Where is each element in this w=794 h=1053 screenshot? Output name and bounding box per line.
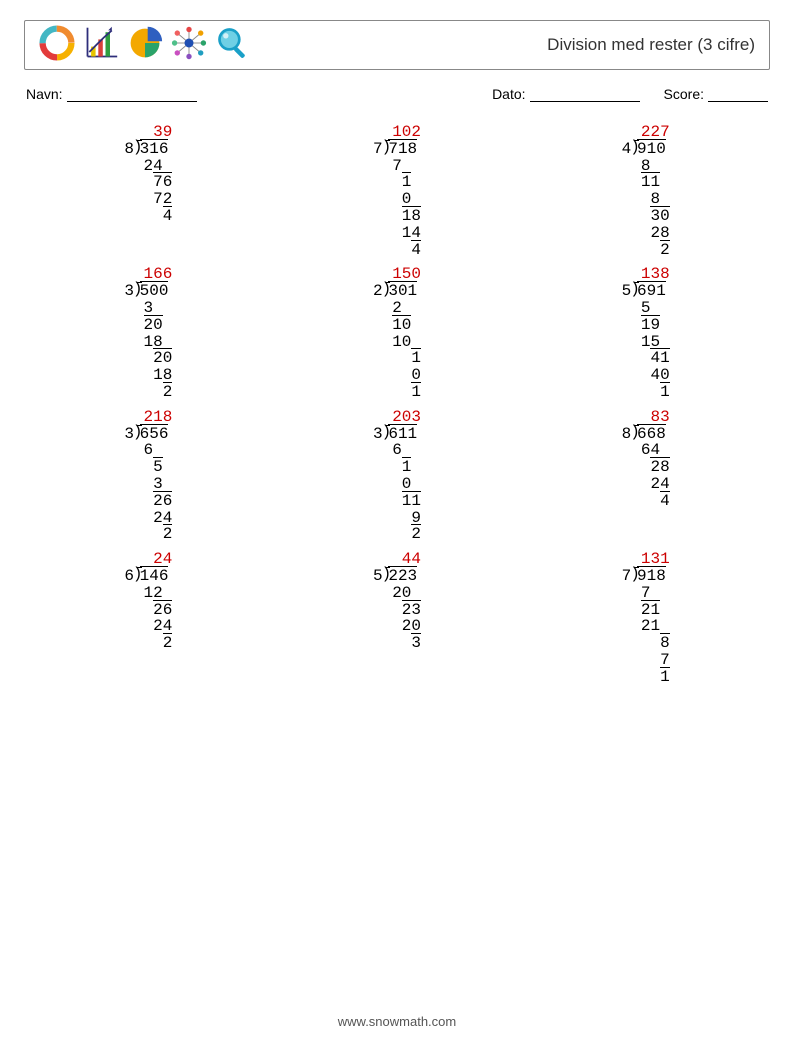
- work-line: 1: [373, 174, 421, 191]
- divisor-dividend: 7 718: [373, 141, 421, 158]
- work-line: 2: [124, 526, 172, 543]
- problems-grid: 398 316 24 76 72 4 1027 718 7 1 0 18 14 …: [24, 120, 770, 690]
- work-line: 11: [622, 174, 670, 191]
- work-line: 11: [373, 493, 421, 510]
- work-line: 23: [373, 602, 421, 619]
- meta-line: Navn: Dato: Score:: [24, 86, 770, 102]
- name-field: Navn:: [26, 86, 197, 102]
- work-line: 2: [622, 242, 670, 259]
- score-field: Score:: [664, 86, 768, 102]
- divisor-dividend: 8 668: [622, 426, 670, 443]
- work-line: 41: [622, 350, 670, 367]
- divisor-dividend: 6 146: [124, 568, 172, 585]
- work-line: 10: [373, 317, 421, 334]
- work-line: 1: [373, 459, 421, 476]
- division-problem: 2033 611 6 1 0 11 9 2: [273, 405, 522, 547]
- division-problem: 445 223 20 23 20 3: [273, 547, 522, 689]
- work-line: 30: [622, 208, 670, 225]
- division-problem: 246 146 12 26 24 2: [24, 547, 273, 689]
- work-line: 21: [622, 602, 670, 619]
- division-problem: 838 668 64 28 24 4: [521, 405, 770, 547]
- work-line: 19: [622, 317, 670, 334]
- division-problem: 2183 656 6 5 3 26 24 2: [24, 405, 273, 547]
- divisor-dividend: 8 316: [124, 141, 172, 158]
- work-line: 7: [622, 585, 670, 602]
- work-line: 1: [622, 384, 670, 401]
- work-line: 4: [622, 493, 670, 510]
- work-line: 8: [622, 635, 670, 652]
- division-problem: 1385 691 5 19 15 41 40 1: [521, 262, 770, 404]
- work-line: 76: [124, 174, 172, 191]
- bar-chart-icon: [83, 25, 119, 66]
- work-line: 20: [124, 317, 172, 334]
- work-line: 1: [373, 350, 421, 367]
- footer-text: www.snowmath.com: [0, 1014, 794, 1029]
- work-line: 20: [373, 585, 421, 602]
- work-line: 12: [124, 585, 172, 602]
- page-title: Division med rester (3 cifre): [547, 35, 755, 55]
- divisor-dividend: 3 656: [124, 426, 172, 443]
- division-problem: 1027 718 7 1 0 18 14 4: [273, 120, 522, 262]
- work-line: 26: [124, 602, 172, 619]
- divisor-dividend: 4 910: [622, 141, 670, 158]
- header-icons: [39, 25, 251, 66]
- division-problem: 2274 910 8 11 8 30 28 2: [521, 120, 770, 262]
- work-line: 2: [124, 384, 172, 401]
- divisor-dividend: 5 223: [373, 568, 421, 585]
- division-problem: 1502 301 2 10 10 1 0 1: [273, 262, 522, 404]
- date-field: Dato:: [492, 86, 639, 102]
- division-problem: 398 316 24 76 72 4: [24, 120, 273, 262]
- work-line: 1: [373, 384, 421, 401]
- header-bar: Division med rester (3 cifre): [24, 20, 770, 70]
- magnify-icon: [215, 25, 251, 66]
- date-label: Dato:: [492, 86, 525, 102]
- score-label: Score:: [664, 86, 704, 102]
- work-line: 6: [373, 442, 421, 459]
- work-line: 4: [373, 242, 421, 259]
- work-line: 7: [373, 158, 421, 175]
- date-blank[interactable]: [530, 87, 640, 102]
- divisor-dividend: 7 918: [622, 568, 670, 585]
- divisor-dividend: 5 691: [622, 283, 670, 300]
- network-icon: [171, 25, 207, 66]
- score-blank[interactable]: [708, 87, 768, 102]
- work-line: 1: [622, 669, 670, 686]
- work-line: 3: [373, 635, 421, 652]
- division-problem: 1663 500 3 20 18 20 18 2: [24, 262, 273, 404]
- work-line: 18: [373, 208, 421, 225]
- work-line: 20: [124, 350, 172, 367]
- work-line: 5: [124, 459, 172, 476]
- pie-chart-icon: [127, 25, 163, 66]
- name-blank[interactable]: [67, 87, 197, 102]
- work-line: 2: [373, 526, 421, 543]
- divisor-dividend: 2 301: [373, 283, 421, 300]
- name-label: Navn:: [26, 86, 63, 102]
- work-line: 26: [124, 493, 172, 510]
- work-line: 2: [124, 635, 172, 652]
- work-line: 4: [124, 208, 172, 225]
- work-line: 28: [622, 459, 670, 476]
- donut-icon: [39, 25, 75, 66]
- divisor-dividend: 3 611: [373, 426, 421, 443]
- division-problem: 1317 918 7 21 21 8 7 1: [521, 547, 770, 689]
- work-line: 6: [124, 442, 172, 459]
- divisor-dividend: 3 500: [124, 283, 172, 300]
